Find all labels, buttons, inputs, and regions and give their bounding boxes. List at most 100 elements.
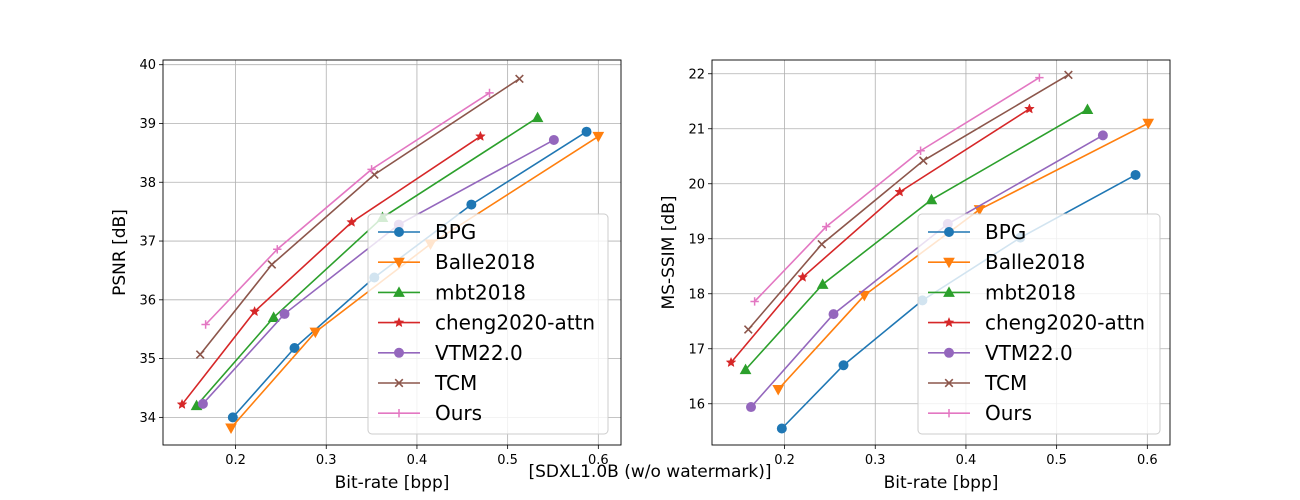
psnr-plot: 0.2 0.3 0.4 0.5 0.6 34 35 36 37 38 39 40 Bit-rate [b… — [110, 58, 622, 493]
legend-entry-balle2018: Balle2018 — [928, 250, 1085, 274]
legend-entry-tcm: TCM — [928, 371, 1027, 395]
x-tick-label: 0.6 — [1137, 453, 1158, 468]
x-tick-label: 0.4 — [407, 453, 428, 468]
legend-entry-balle2018: Balle2018 — [378, 250, 535, 274]
x-tick-label: 0.5 — [497, 453, 518, 468]
legend-marker-ours — [394, 409, 404, 418]
legend-entry-ours: Ours — [928, 401, 1032, 425]
legend-label: mbt2018 — [985, 280, 1076, 304]
legend-label: BPG — [435, 220, 476, 244]
legend-marker-mbt2018 — [393, 286, 405, 297]
legend-marker-cheng2020-attn — [943, 316, 955, 328]
x-tick-label: 0.5 — [1046, 453, 1067, 468]
y-tick-label: 19 — [688, 232, 705, 247]
x-tick-label: 0.2 — [774, 453, 795, 468]
data-point-mbt2018 — [267, 311, 280, 322]
y-axis-label: PSNR [dB] — [110, 209, 130, 296]
data-point-bpg — [581, 126, 592, 137]
x-tick-label: 0.4 — [956, 453, 977, 468]
x-axis-label: Bit-rate [bpp] — [884, 473, 999, 493]
data-point-tcm — [195, 350, 205, 359]
legend-marker-tcm — [944, 378, 954, 388]
series-cheng2020-attn — [725, 103, 1035, 368]
data-point-bpg — [1130, 169, 1141, 180]
legend-marker-ours — [944, 409, 954, 418]
legend: BPG Balle2018 mbt2018 cheng2020-attn VTM22.0… — [917, 213, 1161, 435]
y-tick-label: 18 — [688, 287, 705, 302]
legend-entry-ours: Ours — [378, 401, 482, 425]
x-axis-label: Bit-rate [bpp] — [335, 473, 450, 493]
series-mbt2018 — [739, 103, 1094, 375]
data-point-cheng2020-attn — [797, 271, 809, 282]
data-point-vtm22-0 — [279, 308, 290, 319]
series-cheng2020-attn — [176, 130, 486, 410]
data-point-tcm — [918, 156, 928, 166]
legend-label: BPG — [985, 220, 1026, 244]
data-point-vtm22-0 — [745, 402, 756, 413]
series-line-vtm22-0 — [750, 134, 1104, 408]
data-point-bpg — [838, 360, 849, 371]
data-point-ours — [822, 222, 831, 231]
y-tick-label: 16 — [688, 397, 705, 412]
y-tick-label: 36 — [139, 293, 156, 308]
legend-entry-vtm22-0: VTM22.0 — [378, 341, 523, 365]
axes-frame — [162, 59, 622, 446]
y-tick-label: 17 — [688, 342, 705, 357]
data-point-cheng2020-attn — [249, 305, 260, 317]
legend-entry-cheng2020-attn: cheng2020-attn — [928, 311, 1145, 335]
legend-label: Ours — [985, 401, 1032, 425]
y-axis-label: MS-SSIM [dB] — [659, 196, 679, 310]
data-point-ours — [485, 88, 494, 98]
data-point-cheng2020-attn — [176, 398, 188, 410]
x-tick-label: 0.6 — [588, 453, 609, 468]
data-point-bpg — [227, 412, 238, 423]
series-tcm — [195, 74, 524, 359]
legend-entry-bpg: BPG — [928, 220, 1026, 244]
legend-label: Balle2018 — [435, 250, 535, 274]
data-point-balle2018 — [1142, 118, 1155, 130]
data-point-ours — [750, 297, 759, 306]
legend-label: VTM22.0 — [435, 341, 523, 365]
legend-entry-tcm: TCM — [378, 371, 477, 395]
y-tick-label: 34 — [139, 411, 156, 426]
series-line-vtm22-0 — [202, 139, 555, 405]
legend-box — [917, 213, 1161, 435]
data-point-ours — [273, 245, 282, 254]
data-point-tcm — [267, 260, 277, 269]
data-point-tcm — [817, 239, 827, 249]
legend-marker-vtm22-0 — [944, 347, 954, 358]
data-point-mbt2018 — [1081, 103, 1094, 114]
legend-label: mbt2018 — [435, 280, 526, 304]
data-point-balle2018 — [309, 327, 322, 339]
data-point-mbt2018 — [739, 363, 752, 375]
legend-label: cheng2020-attn — [435, 311, 595, 335]
y-tick-label: 39 — [139, 117, 156, 132]
data-point-balle2018 — [225, 423, 237, 434]
legend-marker-cheng2020-attn — [393, 316, 405, 328]
data-point-bpg — [466, 199, 477, 210]
y-tick-label: 35 — [139, 352, 156, 367]
legend-marker-tcm — [394, 378, 404, 388]
figure-caption: [SDXL1.0B (w/o watermark)] — [528, 462, 772, 482]
data-point-bpg — [776, 423, 787, 434]
legend-box — [367, 213, 609, 435]
legend-entry-mbt2018: mbt2018 — [928, 280, 1076, 304]
legend-marker-bpg — [394, 227, 404, 237]
legend-marker-balle2018 — [393, 257, 405, 269]
legend-entry-mbt2018: mbt2018 — [378, 280, 526, 304]
data-point-vtm22-0 — [828, 309, 839, 320]
x-tick-label: 0.3 — [316, 453, 337, 468]
series-line-tcm — [199, 78, 520, 355]
series-line-mbt2018 — [744, 108, 1088, 371]
x-tick-label: 0.3 — [865, 453, 886, 468]
legend-label: TCM — [984, 371, 1027, 395]
legend-label: cheng2020-attn — [985, 311, 1145, 335]
data-point-balle2018 — [858, 290, 871, 302]
data-point-ours — [201, 320, 210, 329]
legend-marker-balle2018 — [943, 257, 955, 269]
legend-label: TCM — [434, 371, 477, 395]
data-point-cheng2020-attn — [1024, 103, 1035, 114]
data-point-ours — [1035, 73, 1044, 82]
series-line-cheng2020-attn — [181, 135, 481, 405]
